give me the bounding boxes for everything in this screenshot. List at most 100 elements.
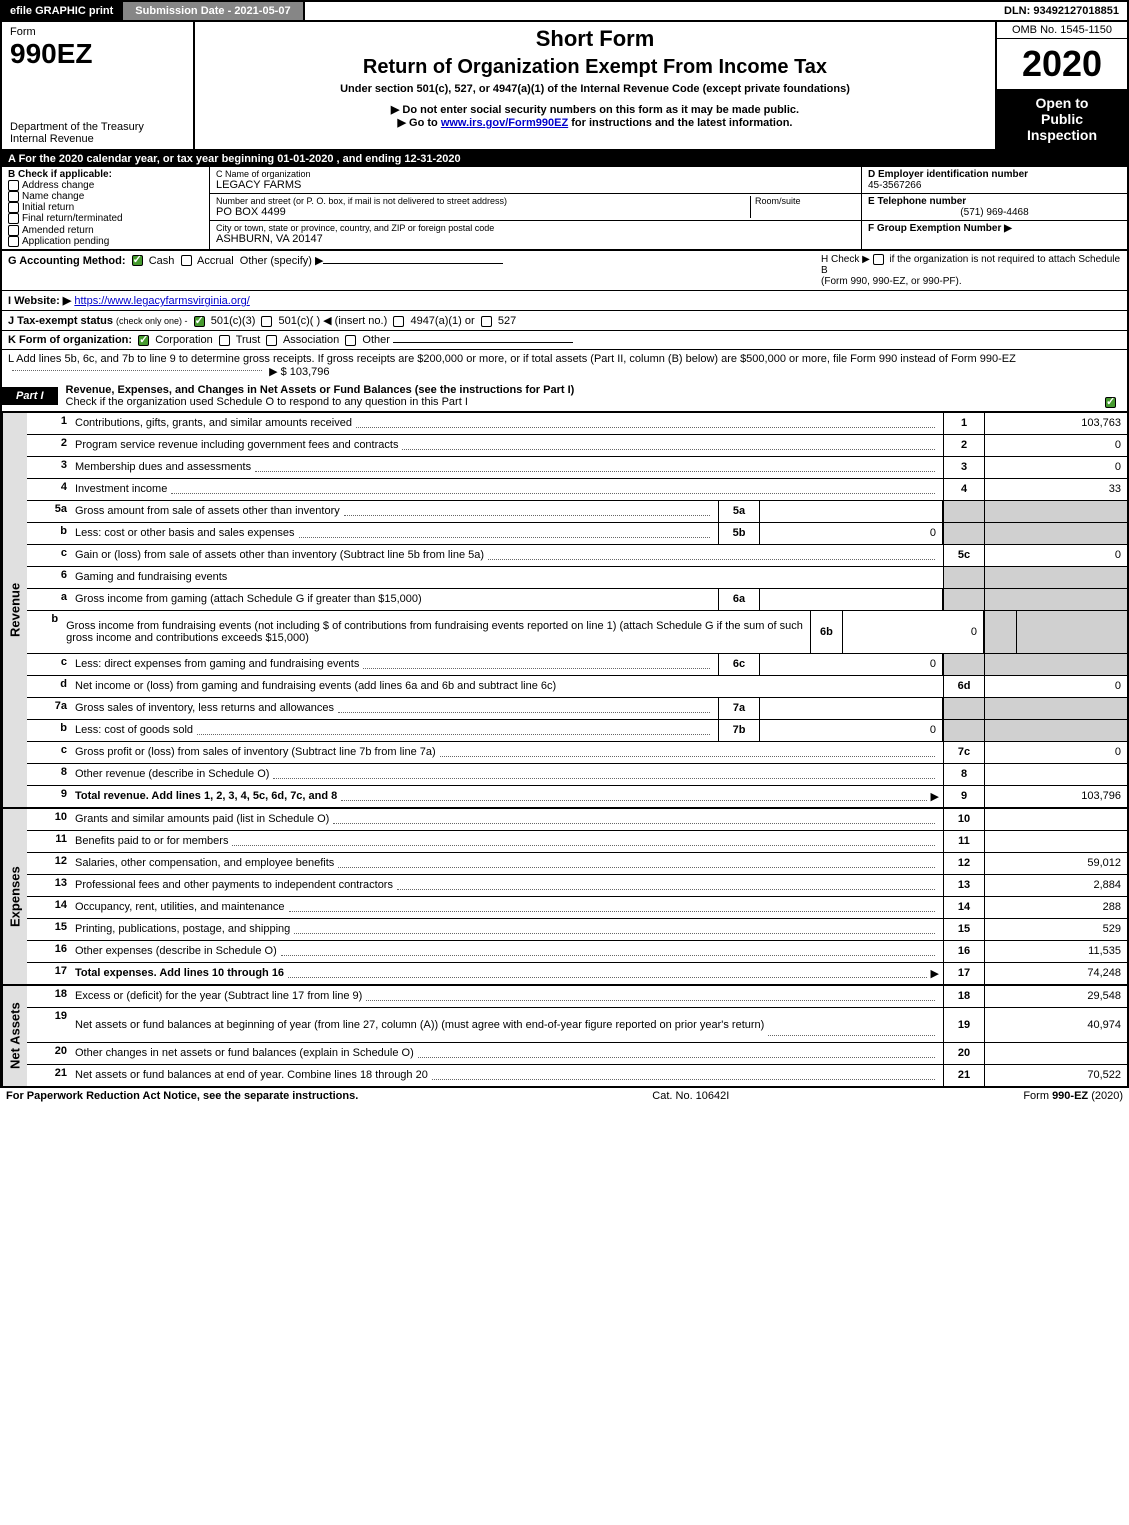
l7b-val	[984, 720, 1127, 741]
l7a-desc: Gross sales of inventory, less returns a…	[75, 702, 334, 714]
ein-value: 45-3567266	[868, 180, 1121, 191]
l4-num: 4	[27, 479, 71, 500]
l21-desc: Net assets or fund balances at end of ye…	[75, 1069, 428, 1081]
l3-num: 3	[27, 457, 71, 478]
l5c-num: c	[27, 545, 71, 566]
line-3: 3 Membership dues and assessments 3 0	[27, 457, 1127, 479]
g-label: G Accounting Method:	[8, 255, 126, 267]
l6-num: 6	[27, 567, 71, 588]
line-4: 4 Investment income 4 33	[27, 479, 1127, 501]
j-o3: 4947(a)(1) or	[410, 315, 474, 327]
l6b-sub: 6b	[810, 611, 843, 653]
l5a-box	[943, 501, 984, 522]
part-1-title-text: Revenue, Expenses, and Changes in Net As…	[66, 384, 575, 396]
header-center: Short Form Return of Organization Exempt…	[195, 22, 995, 149]
row-g: G Accounting Method: Cash Accrual Other …	[8, 254, 811, 267]
g-accrual-label: Accrual	[197, 255, 234, 267]
l5a-sub: 5a	[718, 501, 760, 522]
l21-val: 70,522	[984, 1065, 1127, 1086]
l7a-box	[943, 698, 984, 719]
part-1-schedule-o-check[interactable]	[1105, 397, 1116, 408]
k-corp-check[interactable]	[138, 335, 149, 346]
h-check[interactable]	[873, 254, 884, 265]
j-o2: 501(c)( ) ◀ (insert no.)	[279, 315, 388, 327]
l16-num: 16	[27, 941, 71, 962]
org-city: ASHBURN, VA 20147	[216, 233, 855, 245]
line-13: 13 Professional fees and other payments …	[27, 875, 1127, 897]
k-assoc-check[interactable]	[266, 335, 277, 346]
l9-desc: Total revenue. Add lines 1, 2, 3, 4, 5c,…	[75, 790, 337, 802]
l4-box: 4	[943, 479, 984, 500]
b-label: B Check if applicable:	[8, 169, 203, 180]
part-1-title: Revenue, Expenses, and Changes in Net As…	[58, 381, 1127, 411]
l9-val: 103,796	[984, 786, 1127, 807]
l1-val: 103,763	[984, 413, 1127, 434]
line-11: 11 Benefits paid to or for members 11	[27, 831, 1127, 853]
l6d-num: d	[27, 676, 71, 697]
l18-val: 29,548	[984, 986, 1127, 1007]
line-16: 16 Other expenses (describe in Schedule …	[27, 941, 1127, 963]
k-other-check[interactable]	[345, 335, 356, 346]
c-city-label: City or town, state or province, country…	[216, 223, 855, 233]
d-label: D Employer identification number	[868, 169, 1121, 180]
netassets-body: 18 Excess or (deficit) for the year (Sub…	[27, 986, 1127, 1086]
l8-box: 8	[943, 764, 984, 785]
j-501c-check[interactable]	[261, 316, 272, 327]
b-opt-4-label: Amended return	[22, 225, 94, 236]
c-city-cell: City or town, state or province, country…	[210, 221, 861, 247]
j-4947-check[interactable]	[393, 316, 404, 327]
section-b: B Check if applicable: Address change Na…	[2, 167, 210, 249]
l6d-val: 0	[984, 676, 1127, 697]
l5b-desc: Less: cost or other basis and sales expe…	[75, 527, 295, 539]
l6-box	[943, 567, 984, 588]
d-cell: D Employer identification number 45-3567…	[862, 167, 1127, 194]
l6a-sub: 6a	[718, 589, 760, 610]
header-right: OMB No. 1545-1150 2020 Open to Public In…	[995, 22, 1127, 149]
l5c-desc: Gain or (loss) from sale of assets other…	[75, 549, 484, 561]
k-other-input[interactable]	[393, 342, 573, 343]
l7c-box: 7c	[943, 742, 984, 763]
line-7a: 7a Gross sales of inventory, less return…	[27, 698, 1127, 720]
j-o4: 527	[498, 315, 516, 327]
l7c-num: c	[27, 742, 71, 763]
revenue-body: 1 Contributions, gifts, grants, and simi…	[27, 413, 1127, 807]
b-opt-4[interactable]: Amended return	[8, 225, 203, 236]
l17-box: 17	[943, 963, 984, 984]
line-6d: d Net income or (loss) from gaming and f…	[27, 676, 1127, 698]
line-7c: c Gross profit or (loss) from sales of i…	[27, 742, 1127, 764]
form-number: 990EZ	[10, 38, 185, 70]
b-opt-5[interactable]: Application pending	[8, 236, 203, 247]
room-suite-label: Room/suite	[750, 196, 855, 218]
k-o0: Corporation	[155, 334, 212, 346]
b-opt-2[interactable]: Initial return	[8, 202, 203, 213]
l5b-subval: 0	[760, 523, 943, 544]
g-cash-check[interactable]	[132, 255, 143, 266]
k-label: K Form of organization:	[8, 334, 132, 346]
g-accrual-check[interactable]	[181, 255, 192, 266]
k-trust-check[interactable]	[219, 335, 230, 346]
l17-val: 74,248	[984, 963, 1127, 984]
l17-arrow: ▶	[931, 967, 939, 980]
l13-box: 13	[943, 875, 984, 896]
l6d-desc: Net income or (loss) from gaming and fun…	[75, 680, 556, 692]
j-501c3-check[interactable]	[194, 316, 205, 327]
k-o1: Trust	[236, 334, 261, 346]
g-other-label: Other (specify) ▶	[240, 255, 324, 267]
netassets-vlabel: Net Assets	[2, 986, 27, 1086]
line-2: 2 Program service revenue including gove…	[27, 435, 1127, 457]
g-other-input[interactable]	[323, 263, 503, 264]
l12-desc: Salaries, other compensation, and employ…	[75, 857, 334, 869]
g-cash-label: Cash	[149, 255, 175, 267]
b-opt-3[interactable]: Final return/terminated	[8, 213, 203, 224]
j-527-check[interactable]	[481, 316, 492, 327]
l5b-num: b	[27, 523, 71, 544]
b-opt-0[interactable]: Address change	[8, 180, 203, 191]
l7a-num: 7a	[27, 698, 71, 719]
l11-box: 11	[943, 831, 984, 852]
l2-val: 0	[984, 435, 1127, 456]
irs-link[interactable]: www.irs.gov/Form990EZ	[441, 117, 568, 129]
b-opt-1[interactable]: Name change	[8, 191, 203, 202]
website-link[interactable]: https://www.legacyfarmsvirginia.org/	[74, 295, 249, 307]
line-1: 1 Contributions, gifts, grants, and simi…	[27, 413, 1127, 435]
footer-right-bold: 990-EZ	[1052, 1090, 1088, 1102]
